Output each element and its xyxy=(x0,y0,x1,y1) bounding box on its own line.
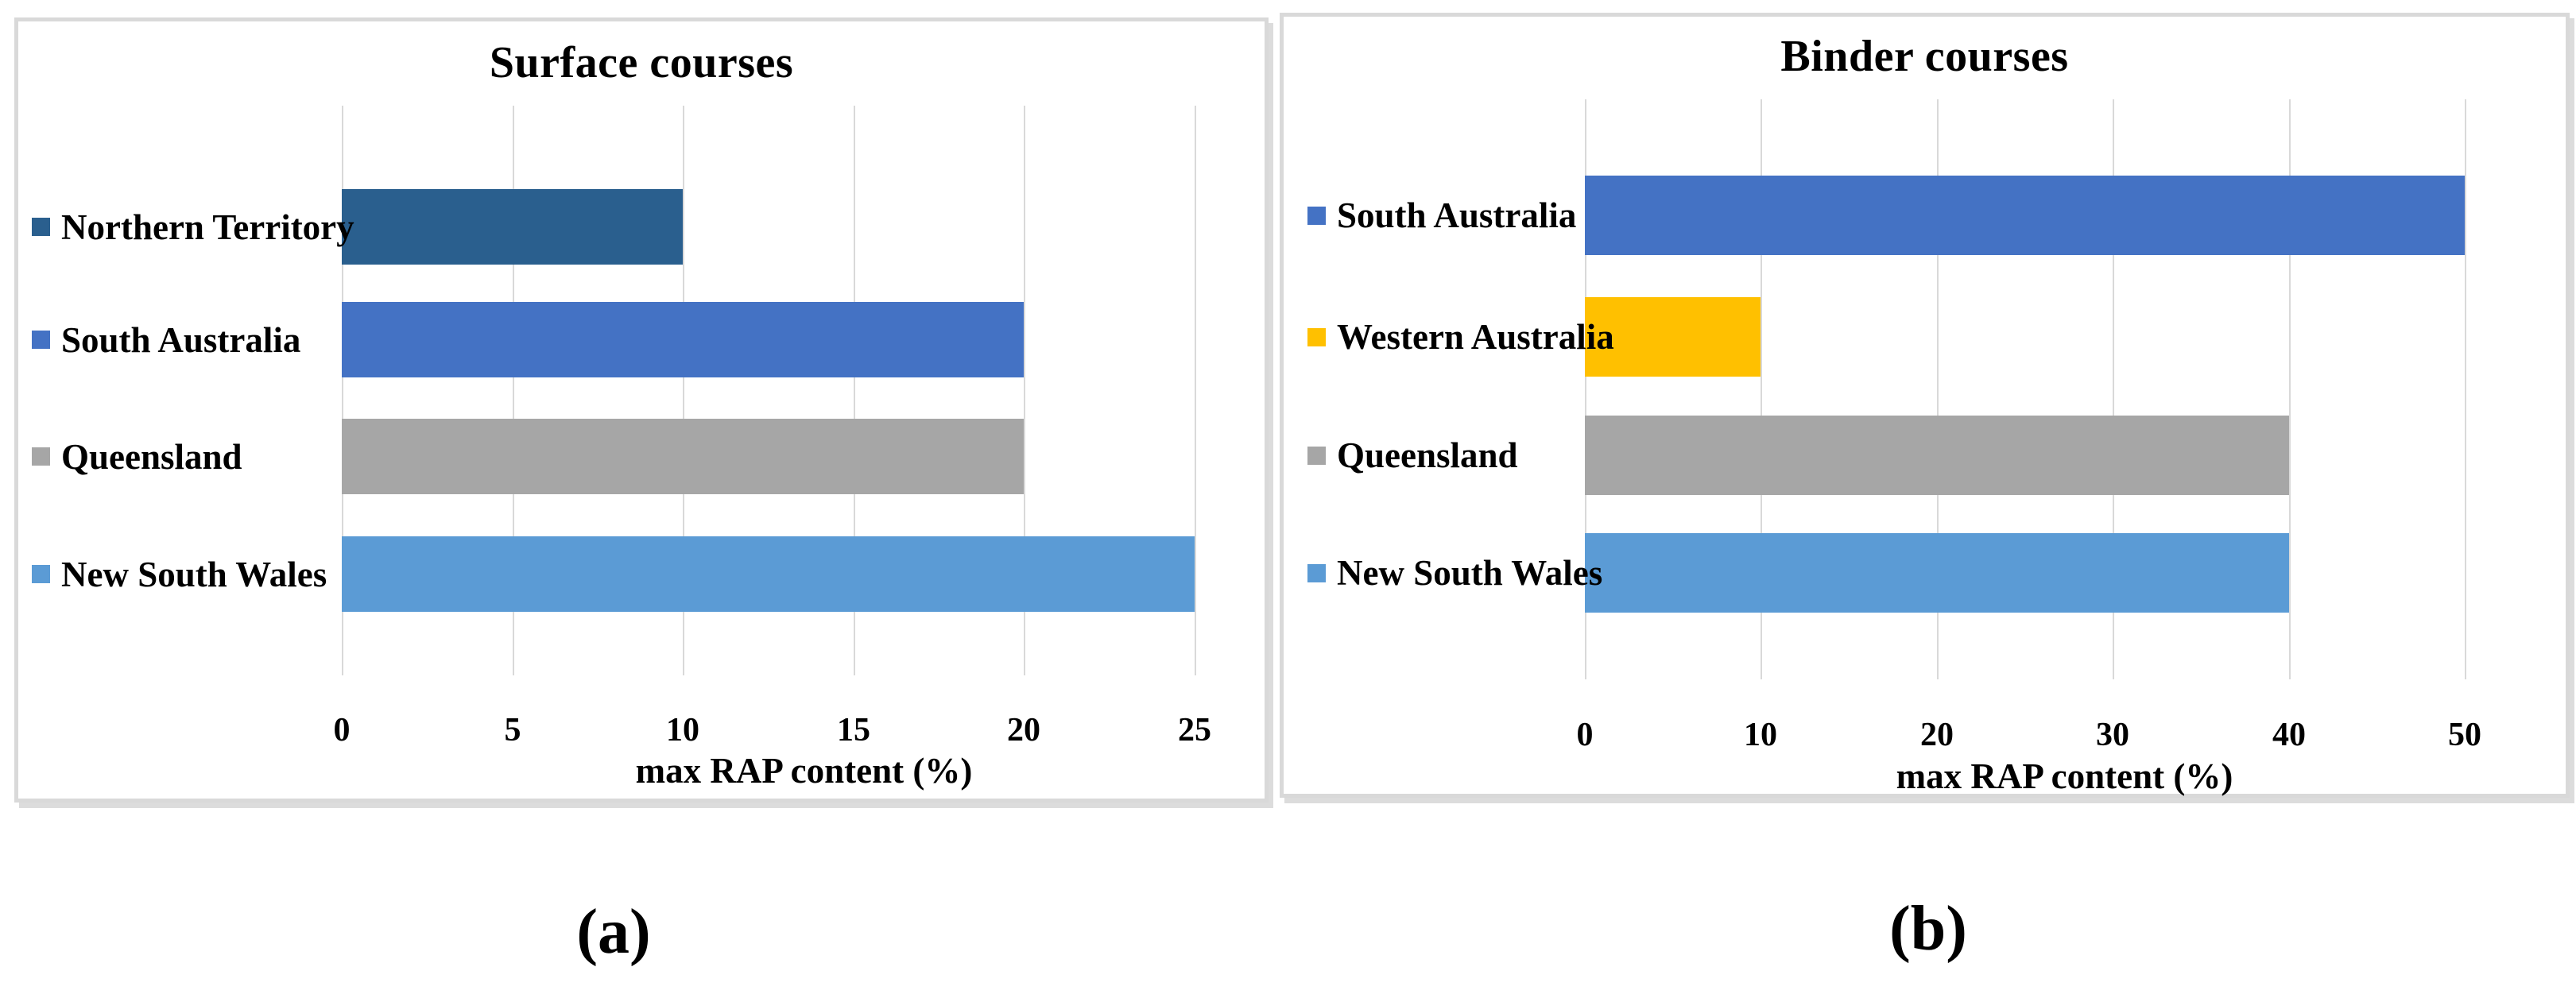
plot-area xyxy=(1585,99,2466,679)
category-label: New South Wales xyxy=(1307,552,1602,594)
plot-area xyxy=(342,106,1196,675)
bar xyxy=(342,189,683,265)
x-tick-label: 25 xyxy=(1178,712,1211,748)
category-label-text: New South Wales xyxy=(1337,553,1603,593)
chart-title: Binder courses xyxy=(1780,32,2069,81)
gridline xyxy=(2289,99,2291,679)
category-label: Queensland xyxy=(32,436,242,478)
gridline xyxy=(342,106,343,675)
bar xyxy=(342,302,1024,377)
legend-swatch xyxy=(1307,563,1326,582)
bar xyxy=(1585,533,2289,613)
x-tick-label: 40 xyxy=(2272,717,2306,753)
category-label: South Australia xyxy=(32,319,300,361)
category-label: Northern Territory xyxy=(32,207,354,248)
legend-swatch xyxy=(32,331,50,349)
gridline xyxy=(2465,99,2466,679)
chart-title: Surface courses xyxy=(489,38,794,87)
category-label: Queensland xyxy=(1307,435,1518,476)
gridline xyxy=(1761,99,1762,679)
x-tick-label: 10 xyxy=(666,712,699,748)
gridline xyxy=(683,106,684,675)
category-label-text: South Australia xyxy=(61,319,301,360)
x-tick-label: 5 xyxy=(504,712,521,748)
x-axis-label: max RAP content (%) xyxy=(635,751,973,791)
legend-swatch xyxy=(1307,206,1326,225)
gridline xyxy=(854,106,855,675)
x-tick-label: 10 xyxy=(1744,717,1777,753)
legend-swatch xyxy=(32,218,50,236)
panel-label-b: (b) xyxy=(1889,894,1967,964)
category-label: Western Australia xyxy=(1307,316,1614,358)
panel-label-a: (a) xyxy=(576,897,651,967)
category-label-text: Queensland xyxy=(1337,435,1518,475)
bar xyxy=(342,419,1024,494)
x-tick-label: 20 xyxy=(1920,717,1954,753)
x-tick-label: 50 xyxy=(2448,717,2481,753)
x-tick-label: 20 xyxy=(1007,712,1040,748)
bar xyxy=(1585,297,1761,377)
category-label-text: Northern Territory xyxy=(61,207,354,247)
surface-courses-chart-panel: Surface courses max RAP content (%) 0 5 10… xyxy=(14,17,1269,803)
x-tick-label: 15 xyxy=(837,712,870,748)
gridline xyxy=(1195,106,1196,675)
gridline xyxy=(1937,99,1939,679)
category-label: New South Wales xyxy=(32,554,327,595)
bar xyxy=(342,536,1195,612)
gridline xyxy=(1024,106,1025,675)
category-label-text: South Australia xyxy=(1337,195,1577,235)
x-tick-label: 0 xyxy=(333,712,351,748)
bar xyxy=(1585,416,2289,495)
gridline xyxy=(513,106,514,675)
x-axis-label: max RAP content (%) xyxy=(1896,756,2233,796)
x-tick-label: 0 xyxy=(1576,717,1594,753)
category-label-text: Queensland xyxy=(61,436,242,477)
legend-swatch xyxy=(32,565,50,583)
gridline xyxy=(2113,99,2114,679)
binder-courses-chart-panel: Binder courses max RAP content (%) 0 10 20… xyxy=(1280,13,2570,798)
category-label-text: New South Wales xyxy=(61,554,327,594)
x-tick-label: 30 xyxy=(2096,717,2129,753)
legend-swatch xyxy=(1307,446,1326,465)
gridline xyxy=(1585,99,1586,679)
legend-swatch xyxy=(32,447,50,466)
legend-swatch xyxy=(1307,327,1326,346)
bar xyxy=(1585,176,2465,255)
category-label-text: Western Australia xyxy=(1337,317,1614,357)
category-label: South Australia xyxy=(1307,195,1576,236)
